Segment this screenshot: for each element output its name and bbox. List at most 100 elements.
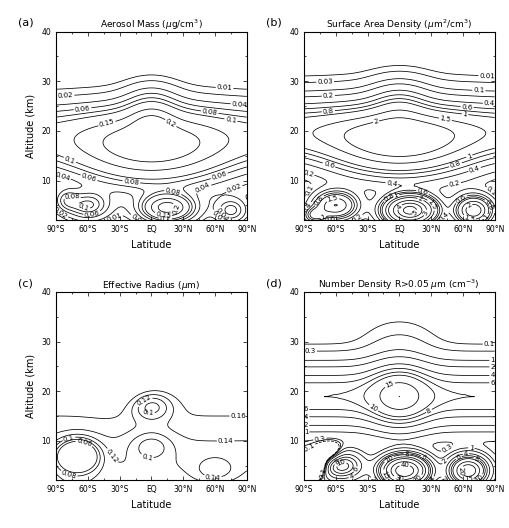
Text: 0.1: 0.1 bbox=[472, 87, 484, 94]
Text: 0.4: 0.4 bbox=[437, 211, 449, 222]
Text: 1.5: 1.5 bbox=[326, 195, 338, 203]
Text: 2: 2 bbox=[440, 458, 447, 465]
Text: 0.08: 0.08 bbox=[60, 469, 77, 480]
Text: 0.02: 0.02 bbox=[225, 183, 242, 194]
Text: 0.8: 0.8 bbox=[322, 108, 333, 115]
Text: 1: 1 bbox=[462, 111, 467, 118]
Text: 0.06: 0.06 bbox=[80, 173, 97, 183]
Text: 6: 6 bbox=[489, 380, 494, 386]
Title: Effective Radius ($\mu$m): Effective Radius ($\mu$m) bbox=[102, 279, 200, 292]
X-axis label: Latitude: Latitude bbox=[378, 240, 419, 250]
Text: (b): (b) bbox=[265, 18, 281, 28]
Text: 6: 6 bbox=[455, 454, 461, 461]
Text: 0.08: 0.08 bbox=[201, 108, 217, 116]
Y-axis label: Altitude (km): Altitude (km) bbox=[26, 94, 36, 158]
Text: 20: 20 bbox=[457, 466, 463, 476]
Text: 0.1: 0.1 bbox=[140, 452, 153, 461]
Text: 6: 6 bbox=[352, 466, 359, 473]
Text: 0.06: 0.06 bbox=[74, 105, 91, 112]
Text: 0.4: 0.4 bbox=[483, 100, 494, 107]
Text: 0.04: 0.04 bbox=[194, 182, 211, 194]
Text: 30: 30 bbox=[393, 474, 403, 483]
Text: 0.01: 0.01 bbox=[106, 212, 123, 223]
Y-axis label: Altitude (km): Altitude (km) bbox=[26, 354, 36, 418]
Text: 0.12: 0.12 bbox=[135, 394, 152, 407]
Text: 0.03: 0.03 bbox=[317, 79, 332, 85]
Text: 0.1: 0.1 bbox=[224, 116, 237, 124]
Text: 0.14: 0.14 bbox=[205, 474, 220, 481]
Text: 2: 2 bbox=[369, 476, 376, 483]
Text: 8: 8 bbox=[332, 459, 340, 466]
Text: 0.01: 0.01 bbox=[216, 84, 232, 91]
Text: 2: 2 bbox=[303, 422, 308, 428]
Text: 0.08: 0.08 bbox=[123, 178, 139, 186]
Text: 5: 5 bbox=[411, 209, 418, 216]
Text: 0.1: 0.1 bbox=[485, 185, 497, 197]
Text: 4: 4 bbox=[395, 203, 402, 211]
Text: 0.8: 0.8 bbox=[483, 199, 493, 211]
Text: 0.4: 0.4 bbox=[301, 201, 312, 213]
Text: 0.2: 0.2 bbox=[322, 92, 333, 99]
Text: 2: 2 bbox=[417, 196, 423, 203]
Text: 0.3: 0.3 bbox=[314, 435, 325, 442]
X-axis label: Latitude: Latitude bbox=[131, 500, 172, 510]
Text: 0.3: 0.3 bbox=[304, 348, 316, 354]
Text: 1: 1 bbox=[320, 214, 325, 221]
Text: 4: 4 bbox=[490, 372, 494, 379]
Text: 1: 1 bbox=[392, 192, 399, 199]
Text: 0.8: 0.8 bbox=[312, 194, 324, 206]
Text: 0.06: 0.06 bbox=[83, 210, 100, 219]
Title: Number Density R>0.05 $\mu$m (cm$^{-3}$): Number Density R>0.05 $\mu$m (cm$^{-3}$) bbox=[318, 278, 479, 292]
Text: 1.5: 1.5 bbox=[462, 214, 474, 223]
Text: 0.8: 0.8 bbox=[448, 161, 461, 169]
Text: 0.02: 0.02 bbox=[58, 92, 73, 99]
Text: 0.1: 0.1 bbox=[159, 216, 171, 222]
Text: 0.06: 0.06 bbox=[210, 171, 227, 181]
X-axis label: Latitude: Latitude bbox=[378, 500, 419, 510]
Text: 10: 10 bbox=[473, 473, 484, 484]
Text: 0.3: 0.3 bbox=[440, 443, 453, 454]
Text: 2: 2 bbox=[439, 475, 446, 483]
Text: 0.2: 0.2 bbox=[164, 118, 177, 129]
Text: 10: 10 bbox=[383, 454, 393, 464]
Text: 0.2: 0.2 bbox=[171, 203, 180, 215]
Text: 0.1: 0.1 bbox=[142, 409, 154, 416]
Text: 6: 6 bbox=[419, 454, 427, 461]
Text: -0.1: -0.1 bbox=[300, 441, 315, 454]
Text: (a): (a) bbox=[18, 18, 34, 28]
Text: 0.02: 0.02 bbox=[210, 209, 225, 224]
Text: 0.6: 0.6 bbox=[454, 193, 466, 204]
Text: 0.6: 0.6 bbox=[415, 187, 428, 196]
Text: 2: 2 bbox=[490, 364, 494, 370]
Text: 4: 4 bbox=[428, 475, 435, 483]
Text: 1: 1 bbox=[468, 445, 473, 451]
Text: 1: 1 bbox=[465, 153, 471, 159]
Text: 0.1: 0.1 bbox=[63, 434, 75, 442]
Text: 1: 1 bbox=[303, 429, 308, 435]
Text: 0.1: 0.1 bbox=[318, 467, 327, 479]
Title: Surface Area Density ($\mu$m$^2$/cm$^3$): Surface Area Density ($\mu$m$^2$/cm$^3$) bbox=[326, 17, 471, 32]
Text: 0.01: 0.01 bbox=[478, 72, 494, 79]
Text: (c): (c) bbox=[18, 278, 33, 288]
Text: 15: 15 bbox=[384, 380, 394, 389]
Text: 0.02: 0.02 bbox=[129, 213, 146, 227]
Text: 0.6: 0.6 bbox=[322, 161, 334, 169]
Text: 4: 4 bbox=[303, 414, 308, 420]
Text: 8: 8 bbox=[425, 407, 432, 414]
Text: 0.6: 0.6 bbox=[323, 216, 335, 223]
Text: (d): (d) bbox=[265, 278, 281, 288]
Text: 0.2: 0.2 bbox=[350, 213, 363, 224]
Text: 0.4: 0.4 bbox=[467, 165, 480, 174]
Text: 3: 3 bbox=[421, 210, 429, 216]
Text: 0.15: 0.15 bbox=[155, 211, 171, 220]
Text: 0.8: 0.8 bbox=[382, 192, 395, 203]
Text: 0.08: 0.08 bbox=[164, 187, 181, 196]
Text: 1.5: 1.5 bbox=[439, 115, 450, 123]
Text: 0.2: 0.2 bbox=[301, 169, 314, 178]
Text: 0.04: 0.04 bbox=[215, 207, 229, 223]
Text: 4: 4 bbox=[348, 473, 354, 480]
Text: 0.02: 0.02 bbox=[52, 205, 68, 220]
Text: 15: 15 bbox=[379, 469, 388, 480]
Text: 0.2: 0.2 bbox=[447, 180, 460, 188]
Text: 0.6: 0.6 bbox=[461, 103, 472, 110]
